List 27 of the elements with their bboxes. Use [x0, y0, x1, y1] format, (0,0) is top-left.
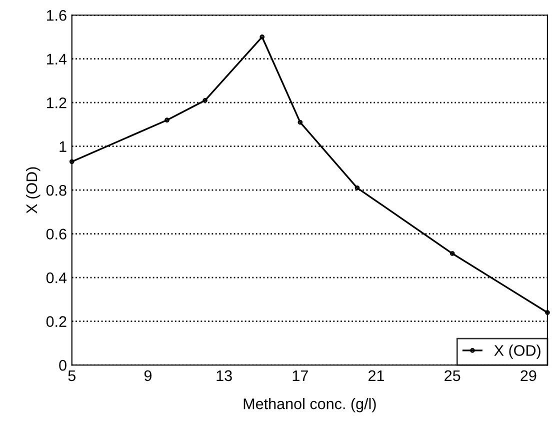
x-tick-label: 9: [144, 370, 152, 382]
point: [545, 310, 550, 315]
y-tick-label: 0.4: [46, 272, 67, 284]
point: [298, 120, 303, 125]
x-tick-label: 17: [292, 370, 308, 381]
point: [202, 98, 208, 103]
y-tick-label: 1.6: [46, 10, 66, 21]
point: [69, 159, 74, 164]
point: [450, 251, 455, 256]
y-tick-label: 0.8: [46, 184, 66, 196]
x-tick-label: 5: [68, 370, 76, 382]
x-tick-label: 21: [368, 370, 384, 381]
y-tick-label: 1: [60, 141, 66, 152]
x-axis-title: Methanol conc. (g/l): [244, 398, 376, 412]
y-tick-label: 1.2: [46, 97, 66, 108]
point: [260, 34, 265, 40]
y-tick-label: 1.4: [46, 54, 67, 64]
x-tick-label: 25: [444, 370, 460, 382]
y-tick-label: 0.2: [46, 316, 66, 327]
x-tick-label: 29: [520, 370, 536, 382]
x-tick-label: 13: [216, 370, 232, 382]
point: [164, 118, 170, 123]
y-tick-label: 0: [59, 360, 66, 371]
legend-label: X (OD): [494, 344, 540, 359]
point: [354, 185, 360, 190]
y-axis-title: X (OD): [26, 167, 40, 214]
y-tick-label: 0.6: [46, 228, 66, 240]
